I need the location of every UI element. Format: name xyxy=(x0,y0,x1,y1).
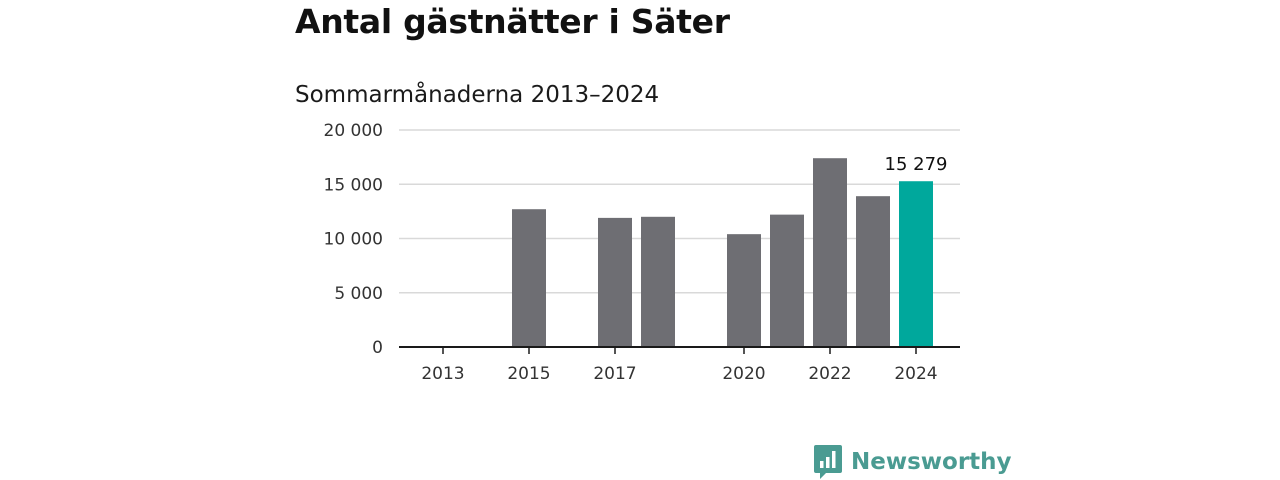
bar-chart: 0 5 000 10 000 15 000 20 000 2013 2015 2017 202… xyxy=(324,121,960,384)
y-tick-label: 20 000 xyxy=(324,121,383,141)
y-tick-label: 15 000 xyxy=(324,175,383,195)
y-tick-label: 10 000 xyxy=(324,230,383,250)
x-tick-label: 2024 xyxy=(894,364,937,384)
bar-2023 xyxy=(856,196,890,347)
y-tick-label: 5 000 xyxy=(334,284,383,304)
bar-2020 xyxy=(727,234,761,347)
bar-2022 xyxy=(813,158,847,347)
bar-2024 xyxy=(899,181,933,347)
chart-subtitle: Sommarmånaderna 2013–2024 xyxy=(295,82,660,108)
bar-2017 xyxy=(598,217,632,347)
x-tick-label: 2013 xyxy=(421,364,464,384)
x-tick-label: 2015 xyxy=(507,364,550,384)
newsworthy-logo: Newsworthy xyxy=(814,444,1012,480)
bar-chart-icon xyxy=(814,445,842,479)
x-tick-label: 2020 xyxy=(722,364,765,384)
data-labels: 15 279 xyxy=(885,154,948,175)
bar-2018 xyxy=(641,216,675,347)
chart-title: Antal gästnätter i Säter xyxy=(295,2,730,41)
x-tick-label: 2022 xyxy=(808,364,851,384)
logo-text: Newsworthy xyxy=(851,449,1012,475)
bar-2021 xyxy=(770,214,804,347)
bar-2015 xyxy=(512,209,546,347)
y-tick-label: 0 xyxy=(372,338,383,358)
highlight-value-label: 15 279 xyxy=(885,154,948,175)
y-axis-ticks: 0 5 000 10 000 15 000 20 000 xyxy=(324,121,383,358)
bars xyxy=(512,158,933,347)
x-axis-ticks: 2013 2015 2017 2020 2022 2024 xyxy=(421,347,938,384)
x-tick-label: 2017 xyxy=(593,364,636,384)
